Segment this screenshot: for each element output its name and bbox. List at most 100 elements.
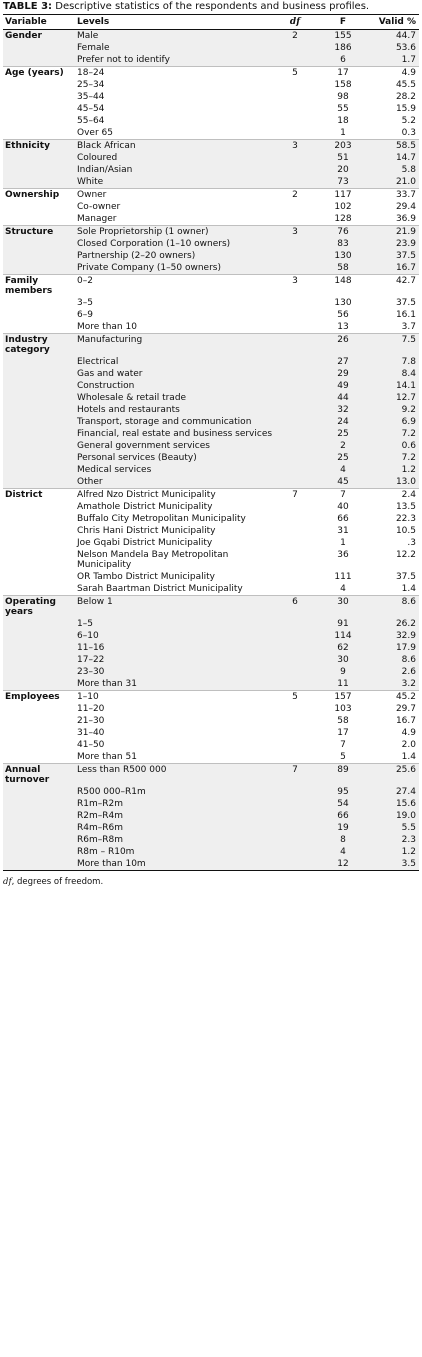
valid-percent-cell: 1.4: [401, 752, 416, 762]
df-cell: [275, 103, 315, 115]
df-cell: [275, 464, 315, 476]
df-cell: [275, 428, 315, 440]
level-cell: Chris Hani District Municipality: [77, 526, 216, 536]
valid-percent-cell: 15.9: [395, 104, 416, 114]
frequency-cell: 5: [340, 752, 346, 762]
frequency-cell: 19: [315, 822, 371, 834]
df-cell: [275, 739, 315, 751]
frequency-cell: 130: [315, 250, 371, 262]
df-cell: [275, 583, 315, 596]
level-cell: Buffalo City Metropolitan Municipality: [77, 514, 246, 524]
table-row: Ownership Owner 2 117 33.7: [3, 188, 419, 201]
variable-cell: Ownership: [3, 188, 75, 201]
table-row: Buffalo City Metropolitan Municipality 66…: [3, 513, 419, 525]
valid-percent-cell: 32.9: [371, 630, 419, 642]
valid-percent-cell: 29.7: [395, 704, 416, 714]
valid-percent-cell: 58.5: [371, 139, 419, 152]
level-cell: R4m–R6m: [75, 822, 275, 834]
level-cell: Over 65: [77, 128, 113, 138]
level-cell: Owner: [75, 188, 275, 201]
row-group: Ethnicity Black African 3 203 58.5 Coloured 51…: [3, 139, 419, 189]
valid-percent-cell: 1.4: [401, 584, 416, 594]
table-row: Personal services (Beauty) 25 7.2: [3, 452, 419, 464]
variable-cell: [3, 666, 75, 678]
frequency-cell: 44: [315, 392, 371, 404]
level-cell: 11–20: [77, 704, 105, 714]
frequency-cell: 20: [315, 164, 371, 176]
variable-cell: [3, 513, 75, 525]
df-cell: [275, 666, 315, 678]
df-cell: 3: [275, 139, 315, 152]
frequency-cell: 157: [315, 690, 371, 703]
table-row: Female 186 53.6: [3, 42, 419, 54]
table-row: Nelson Mandela Bay Metropolitan Municipa…: [3, 549, 419, 571]
valid-percent-cell: 45.2: [371, 690, 419, 703]
df-cell: [275, 703, 315, 715]
valid-percent-cell: 44.7: [371, 29, 419, 42]
frequency-cell: 102: [334, 202, 352, 212]
frequency-cell: 66: [337, 514, 349, 524]
frequency-cell: 13: [337, 322, 349, 332]
variable-cell: [3, 822, 75, 834]
valid-percent-cell: 4.9: [371, 66, 419, 79]
table-row: 35–44 98 28.2: [3, 91, 419, 103]
level-cell: 6–9: [77, 310, 93, 320]
frequency-cell: 117: [315, 188, 371, 201]
variable-cell: [3, 501, 75, 513]
level-cell: 18–24: [75, 66, 275, 79]
header-levels: Levels: [75, 14, 275, 30]
frequency-cell: 58: [315, 262, 371, 275]
table-row: R6m–R8m 8 2.3: [3, 834, 419, 846]
table-row: 6–9 56 16.1: [3, 309, 419, 321]
valid-percent-cell: 17.9: [371, 642, 419, 654]
df-cell: [275, 513, 315, 525]
variable-cell: [3, 103, 75, 115]
frequency-cell: 9: [315, 666, 371, 678]
table-row: Joe Gqabi District Municipality 1 .3: [3, 537, 419, 549]
table-row: Partnership (2–20 owners) 130 37.5: [3, 250, 419, 262]
valid-percent-cell: 2.0: [401, 740, 416, 750]
variable-cell: [3, 630, 75, 642]
header-valid: Valid %: [371, 14, 419, 30]
frequency-cell: 45: [315, 476, 371, 489]
level-cell: R500 000–R1m: [75, 786, 275, 798]
table-row: Amathole District Municipality 40 13.5: [3, 501, 419, 513]
table-row: Over 65 1 0.3: [3, 127, 419, 140]
level-cell: Male: [75, 29, 275, 42]
variable-cell: Operating years: [3, 595, 75, 618]
df-cell: [275, 152, 315, 164]
variable-cell: [3, 416, 75, 428]
level-cell: Sarah Baartman District Municipality: [77, 584, 243, 594]
table-row: General government services 2 0.6: [3, 440, 419, 452]
valid-percent-cell: 1.2: [371, 846, 419, 858]
variable-cell: [3, 715, 75, 727]
valid-percent-cell: 7.5: [371, 333, 419, 356]
frequency-cell: 111: [334, 572, 352, 582]
level-cell: R1m–R2m: [75, 798, 275, 810]
frequency-cell: 114: [315, 630, 371, 642]
valid-percent-cell: 8.4: [371, 368, 419, 380]
variable-cell: [3, 642, 75, 654]
table-row: Transport, storage and communication 24 6.…: [3, 416, 419, 428]
df-cell: 2: [275, 29, 315, 42]
variable-cell: [3, 678, 75, 691]
level-cell: More than 10: [77, 322, 137, 332]
frequency-cell: 49: [315, 380, 371, 392]
table-row: 11–16 62 17.9: [3, 642, 419, 654]
variable-cell: [3, 42, 75, 54]
table-row: Medical services 4 1.2: [3, 464, 419, 476]
statistics-table: Variable Levels df F Valid % Gender Male 2…: [3, 14, 419, 873]
df-cell: [275, 238, 315, 250]
df-cell: [275, 262, 315, 275]
row-group: Annual turnover Less than R500 000 7 89 25.6…: [3, 763, 419, 871]
frequency-cell: 62: [315, 642, 371, 654]
valid-percent-cell: 33.7: [371, 188, 419, 201]
frequency-cell: 36: [337, 550, 349, 560]
df-cell: [275, 115, 315, 127]
df-cell: 5: [275, 690, 315, 703]
level-cell: 25–34: [77, 80, 105, 90]
df-cell: [275, 822, 315, 834]
table-row: More than 10m 12 3.5: [3, 858, 419, 871]
valid-percent-cell: 37.5: [395, 298, 416, 308]
level-cell: Manager: [77, 214, 117, 224]
